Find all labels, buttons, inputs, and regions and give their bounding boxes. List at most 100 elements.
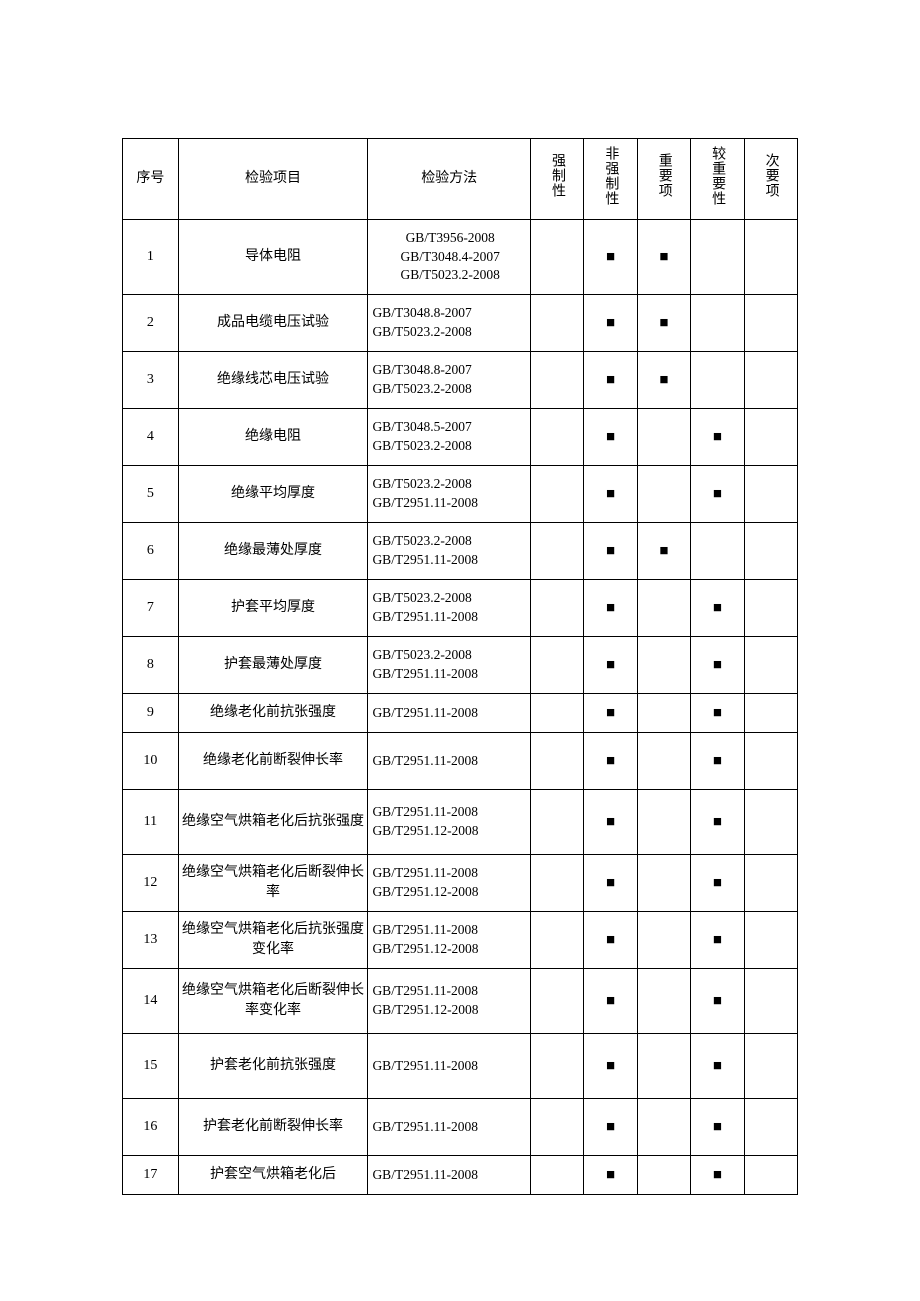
method-cell: GB/T2951.11-2008 [368, 1099, 531, 1156]
mark-cell: ■ [584, 1034, 637, 1099]
seq-cell: 12 [123, 855, 179, 912]
mark-cell: ■ [584, 790, 637, 855]
mark-cell [530, 637, 583, 694]
mark-cell [530, 790, 583, 855]
header-item: 检验项目 [178, 139, 368, 220]
header-seq: 序号 [123, 139, 179, 220]
mark-cell [637, 855, 690, 912]
mark-cell: ■ [584, 523, 637, 580]
seq-cell: 13 [123, 912, 179, 969]
mark-cell: ■ [691, 733, 744, 790]
item-cell: 护套空气烘箱老化后 [178, 1156, 368, 1195]
checkmark-icon: ■ [713, 932, 722, 948]
seq-cell: 4 [123, 409, 179, 466]
checkmark-icon: ■ [606, 753, 615, 769]
mark-cell [691, 352, 744, 409]
method-cell: GB/T5023.2-2008GB/T2951.11-2008 [368, 523, 531, 580]
seq-cell: 17 [123, 1156, 179, 1195]
mark-cell [530, 733, 583, 790]
checkmark-icon: ■ [713, 814, 722, 830]
checkmark-icon: ■ [713, 875, 722, 891]
item-cell: 绝缘最薄处厚度 [178, 523, 368, 580]
item-cell: 成品电缆电压试验 [178, 295, 368, 352]
mark-cell [744, 1034, 797, 1099]
table-row: 12绝缘空气烘箱老化后断裂伸长率GB/T2951.11-2008GB/T2951… [123, 855, 798, 912]
method-cell: GB/T2951.11-2008GB/T2951.12-2008 [368, 855, 531, 912]
method-cell: GB/T3048.5-2007GB/T5023.2-2008 [368, 409, 531, 466]
header-method: 检验方法 [368, 139, 531, 220]
mark-cell [530, 1156, 583, 1195]
mark-cell: ■ [584, 295, 637, 352]
mark-cell [637, 912, 690, 969]
mark-cell [637, 1156, 690, 1195]
seq-cell: 3 [123, 352, 179, 409]
mark-cell [744, 295, 797, 352]
mark-cell: ■ [691, 637, 744, 694]
mark-cell [744, 912, 797, 969]
method-cell: GB/T2951.11-2008GB/T2951.12-2008 [368, 912, 531, 969]
checkmark-icon: ■ [606, 1119, 615, 1135]
checkmark-icon: ■ [713, 993, 722, 1009]
checkmark-icon: ■ [713, 600, 722, 616]
mark-cell: ■ [637, 220, 690, 295]
method-cell: GB/T3956-2008GB/T3048.4-2007GB/T5023.2-2… [368, 220, 531, 295]
mark-cell [530, 466, 583, 523]
item-cell: 绝缘空气烘箱老化后断裂伸长率变化率 [178, 969, 368, 1034]
table-row: 1导体电阻GB/T3956-2008GB/T3048.4-2007GB/T502… [123, 220, 798, 295]
mark-cell [637, 790, 690, 855]
mark-cell [744, 637, 797, 694]
checkmark-icon: ■ [606, 932, 615, 948]
header-mandatory: 强制性 [530, 139, 583, 220]
mark-cell [637, 637, 690, 694]
checkmark-icon: ■ [606, 249, 615, 265]
seq-cell: 5 [123, 466, 179, 523]
checkmark-icon: ■ [659, 315, 668, 331]
item-cell: 绝缘空气烘箱老化后抗张强度变化率 [178, 912, 368, 969]
seq-cell: 2 [123, 295, 179, 352]
mark-cell [744, 409, 797, 466]
checkmark-icon: ■ [606, 1167, 615, 1183]
seq-cell: 16 [123, 1099, 179, 1156]
item-cell: 绝缘空气烘箱老化后断裂伸长率 [178, 855, 368, 912]
mark-cell [691, 295, 744, 352]
mark-cell [637, 969, 690, 1034]
mark-cell [744, 694, 797, 733]
mark-cell: ■ [584, 733, 637, 790]
mark-cell: ■ [584, 855, 637, 912]
item-cell: 护套老化前抗张强度 [178, 1034, 368, 1099]
mark-cell: ■ [584, 466, 637, 523]
table-row: 7护套平均厚度GB/T5023.2-2008GB/T2951.11-2008■■ [123, 580, 798, 637]
seq-cell: 11 [123, 790, 179, 855]
mark-cell: ■ [691, 969, 744, 1034]
checkmark-icon: ■ [713, 1058, 722, 1074]
checkmark-icon: ■ [606, 875, 615, 891]
method-cell: GB/T3048.8-2007GB/T5023.2-2008 [368, 352, 531, 409]
seq-cell: 14 [123, 969, 179, 1034]
mark-cell [530, 694, 583, 733]
method-cell: GB/T5023.2-2008GB/T2951.11-2008 [368, 637, 531, 694]
mark-cell [691, 523, 744, 580]
mark-cell [744, 969, 797, 1034]
mark-cell: ■ [584, 912, 637, 969]
method-cell: GB/T3048.8-2007GB/T5023.2-2008 [368, 295, 531, 352]
method-cell: GB/T2951.11-2008GB/T2951.12-2008 [368, 969, 531, 1034]
table-row: 16护套老化前断裂伸长率GB/T2951.11-2008 ■ ■ [123, 1099, 798, 1156]
header-nonmandatory: 非强制性 [584, 139, 637, 220]
item-cell: 绝缘线芯电压试验 [178, 352, 368, 409]
mark-cell: ■ [691, 1099, 744, 1156]
checkmark-icon: ■ [606, 600, 615, 616]
mark-cell: ■ [637, 352, 690, 409]
mark-cell: ■ [584, 637, 637, 694]
mark-cell [637, 1099, 690, 1156]
mark-cell [530, 1099, 583, 1156]
mark-cell [530, 409, 583, 466]
mark-cell: ■ [637, 523, 690, 580]
header-row: 序号 检验项目 检验方法 强制性 非强制性 重要项 较重要性 次要项 [123, 139, 798, 220]
mark-cell: ■ [584, 409, 637, 466]
item-cell: 护套老化前断裂伸长率 [178, 1099, 368, 1156]
checkmark-icon: ■ [606, 543, 615, 559]
mark-cell: ■ [691, 694, 744, 733]
checkmark-icon: ■ [713, 657, 722, 673]
mark-cell: ■ [691, 466, 744, 523]
table-row: 4绝缘电阻GB/T3048.5-2007GB/T5023.2-2008■■ [123, 409, 798, 466]
